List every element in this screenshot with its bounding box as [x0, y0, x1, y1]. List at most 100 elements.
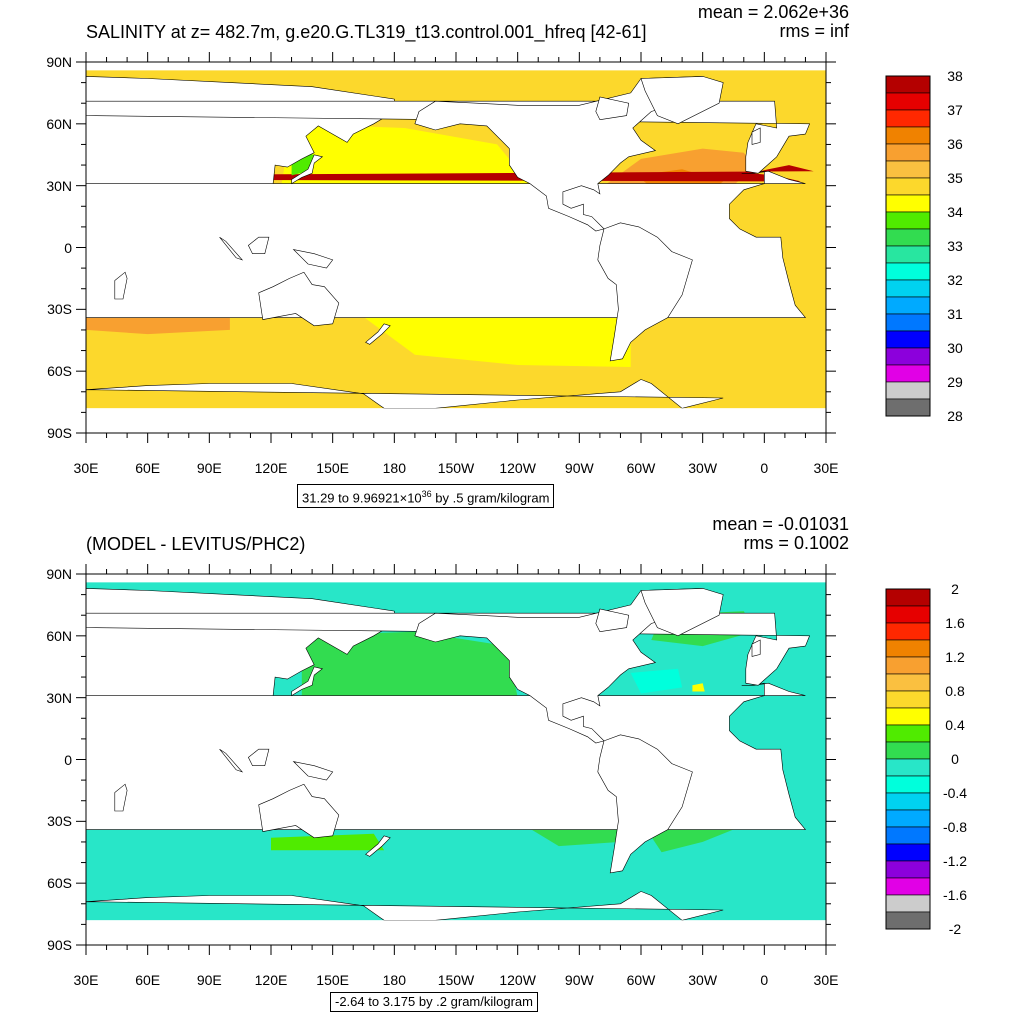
x-tick-label: 120E — [254, 460, 288, 476]
land-madagascar — [114, 783, 128, 812]
polar-cap-mask — [86, 62, 826, 71]
y-tick-label: 90N — [46, 54, 72, 70]
land-new-guinea — [292, 761, 334, 781]
x-tick-label: 180 — [382, 972, 406, 988]
colorbar-box — [885, 262, 931, 281]
colorbar-label: 0 — [951, 751, 959, 767]
colorbar-label: 31 — [947, 306, 963, 322]
axis-ticks — [76, 52, 836, 443]
colorbar-box — [885, 279, 931, 298]
colorbar-label: 1.6 — [945, 615, 965, 631]
colorbar-label: -2 — [948, 921, 962, 937]
mean-value: mean = 2.062e+36 — [697, 2, 849, 22]
y-tick-label: 30N — [46, 689, 72, 706]
land-uk — [751, 127, 761, 145]
y-tick-label: 30N — [46, 177, 72, 194]
colorbar-box — [885, 605, 931, 624]
colorbar-box — [885, 160, 931, 179]
salinity-panel: SALINITY at z= 482.7m, g.e20.G.TL319_t13… — [46, 2, 963, 509]
colorbar-label: -1.2 — [942, 853, 968, 869]
x-tick-label: 60E — [135, 972, 161, 988]
colorbar-label: 36 — [947, 136, 963, 152]
contour-range-label: -2.64 to 3.175 by .2 gram/kilogram — [330, 992, 538, 1012]
x-tick-label: 120E — [254, 972, 288, 988]
x-tick-label: 90W — [564, 460, 594, 476]
colorbar-box — [885, 809, 931, 828]
x-tick-label: 30E — [73, 460, 99, 476]
colorbar-label: -0.8 — [942, 819, 968, 835]
contour-range-label: 31.29 to 9.96921×1036 by .5 gram/kilogra… — [297, 484, 555, 509]
colorbar-label: 30 — [947, 340, 963, 356]
x-tick-label: 30E — [73, 972, 99, 988]
y-tick-label: 60N — [46, 115, 72, 132]
x-tick-label: 30E — [813, 460, 839, 476]
land-africa-west — [85, 170, 807, 318]
x-tick-label: 150W — [437, 972, 475, 988]
land-south-america — [597, 222, 693, 362]
x-tick-label: 60W — [626, 460, 656, 476]
x-tick-label: 150E — [316, 972, 349, 988]
x-tick-label: 30W — [688, 460, 718, 476]
colorbar-box — [885, 877, 931, 896]
colorbar-box — [885, 724, 931, 743]
x-tick-label: 150W — [437, 460, 475, 476]
land-borneo — [248, 236, 270, 254]
stats-block: mean = -0.01031 rms = 0.1002 — [712, 515, 849, 553]
land-africa-west — [85, 682, 807, 830]
colorbar-box — [885, 588, 931, 607]
land-borneo — [248, 748, 270, 766]
atlantic-strong-anomaly — [692, 683, 705, 692]
difference-map-svg — [76, 564, 931, 955]
x-tick-label: 120W — [499, 460, 536, 476]
polar-cap-mask — [86, 574, 826, 583]
colorbar-label: 35 — [947, 170, 963, 186]
x-tick-label: 60E — [135, 460, 161, 476]
land-uk — [751, 639, 761, 657]
x-tick-label: 90W — [564, 972, 594, 988]
colorbar-label: -0.4 — [942, 785, 968, 801]
land-sumatra — [219, 236, 244, 261]
colorbar-label: -1.6 — [942, 887, 968, 903]
rms-value: rms = 0.1002 — [743, 533, 849, 553]
colorbar-box — [885, 622, 931, 641]
y-tick-label: 90S — [47, 425, 72, 441]
colorbar-box — [885, 194, 931, 213]
difference-panel: (MODEL - LEVITUS/PHC2) mean = -0.01031 r… — [0, 512, 1024, 1024]
colorbar-box — [885, 109, 931, 128]
colorbar-box — [885, 92, 931, 111]
land-nz — [365, 323, 391, 345]
colorbar-box — [885, 75, 931, 94]
salinity-map-svg — [76, 52, 931, 443]
x-tick-label: 30W — [688, 972, 718, 988]
y-tick-label: 90S — [47, 937, 72, 953]
antarctic-mask — [86, 920, 826, 945]
land-south-america — [597, 734, 693, 874]
colorbar-box — [885, 296, 931, 315]
land-mask — [85, 574, 826, 945]
colorbar-box — [885, 758, 931, 777]
colorbar — [885, 75, 931, 417]
y-tick-label: 90N — [46, 566, 72, 582]
tasman-positive-region — [271, 833, 385, 851]
colorbar-box — [885, 673, 931, 692]
land-baffin — [595, 96, 630, 121]
land-australia — [258, 271, 340, 327]
y-tick-label: 60S — [47, 875, 72, 892]
x-tick-label: 0 — [760, 460, 769, 476]
axis-ticks — [76, 564, 836, 955]
rms-value: rms = inf — [779, 21, 849, 41]
colorbar-box — [885, 313, 931, 332]
y-tick-label: 60S — [47, 363, 72, 380]
antarctic-mask — [86, 408, 826, 433]
colorbar-box — [885, 381, 931, 400]
land-new-guinea — [292, 249, 334, 269]
land-japan — [291, 666, 324, 697]
colorbar-frame — [885, 75, 931, 417]
x-tick-label: 30E — [813, 972, 839, 988]
x-tick-label: 0 — [760, 972, 769, 988]
colorbar-frame — [885, 588, 931, 930]
colorbar-label: 0.4 — [945, 717, 965, 733]
colorbar-box — [885, 826, 931, 845]
colorbar-box — [885, 211, 931, 230]
land-madagascar — [114, 271, 128, 300]
